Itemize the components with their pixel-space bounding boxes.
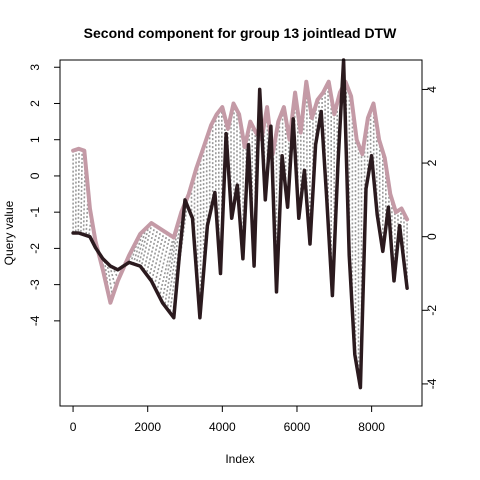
alignment-line (148, 229, 162, 278)
alignment-line (166, 209, 184, 310)
x-axis-label: Index (225, 452, 254, 466)
alignment-line (153, 233, 168, 287)
alignment-line (77, 148, 80, 234)
y-left-tick-label: 3 (28, 64, 42, 71)
reference-series-line (71, 58, 409, 390)
y-right-tick-label: -2 (425, 305, 439, 316)
alignment-line (80, 149, 83, 234)
y-right-tick-label: 4 (425, 86, 439, 93)
y-left-tick-label: -4 (28, 315, 42, 326)
alignment-line (140, 223, 153, 268)
x-tick-label: 8000 (358, 420, 385, 434)
alignment-line (150, 231, 165, 282)
y-right-tick-label: 0 (425, 233, 439, 240)
alignment-line (132, 231, 144, 265)
alignment-line (161, 228, 178, 302)
alignment-line (137, 225, 150, 266)
alignment-line (88, 216, 93, 237)
y-axis-label: Query value (2, 200, 16, 265)
series-layer (71, 58, 410, 390)
y-right-tick-label: -4 (425, 378, 439, 389)
alignment-line (85, 191, 89, 236)
alignment-line (145, 227, 159, 275)
x-tick-label: 0 (70, 420, 77, 434)
alignment-line (163, 218, 181, 306)
alignment-line (169, 202, 187, 313)
y-left-tick-label: 2 (28, 100, 42, 107)
y-left-tick-label: 0 (28, 172, 42, 179)
x-tick-label: 4000 (209, 420, 236, 434)
chart-title: Second component for group 13 jointlead … (84, 25, 397, 41)
alignment-line (103, 260, 111, 300)
alignment-line (106, 262, 114, 297)
y-left-tick-label: -1 (28, 207, 42, 218)
x-tick-label: 2000 (134, 420, 161, 434)
alignment-line (156, 235, 171, 292)
y-right-tick-label: 2 (425, 159, 439, 166)
x-tick-label: 6000 (284, 420, 311, 434)
axes-layer: 0 2000 4000 6000 8000 -4 -3 -2 -1 0 1 2 3 -4 -2 0 2 4 (28, 64, 439, 434)
y-left-tick-label: -2 (28, 243, 42, 254)
y-left-tick-label: -3 (28, 279, 42, 290)
y-left-tick-label: 1 (28, 136, 42, 143)
